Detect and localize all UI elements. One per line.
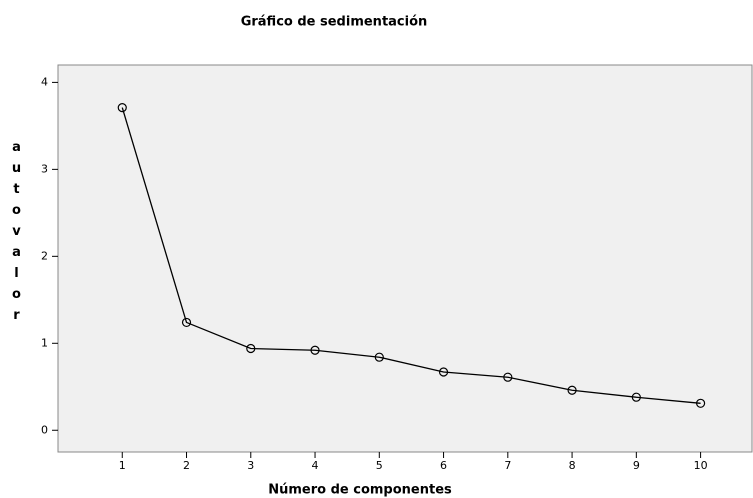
point [310, 345, 320, 355]
chart-title: Gráfico de sedimentación [241, 15, 428, 30]
y-tick-label: 2 [41, 249, 48, 262]
y-axis-label: autovalor [9, 140, 24, 329]
y-tick-label: 1 [41, 336, 48, 349]
x-tick-label: 5 [376, 459, 383, 472]
point [567, 385, 577, 395]
x-tick-label: 1 [119, 459, 126, 472]
y-tick-label: 3 [41, 162, 48, 175]
line [121, 107, 701, 404]
x-tick-label: 10 [694, 459, 708, 472]
y-tick-label: 0 [41, 423, 48, 436]
x-tick-label: 2 [183, 459, 190, 472]
x-tick-label: 6 [440, 459, 447, 472]
point [695, 398, 706, 408]
point [246, 343, 256, 354]
point [438, 367, 449, 377]
x-tick-label: 3 [247, 459, 254, 472]
plot-area [57, 64, 753, 453]
x-tick-label: 7 [504, 459, 511, 472]
point [117, 103, 127, 113]
point [631, 392, 641, 402]
x-tick-label: 8 [569, 459, 576, 472]
point [181, 317, 192, 328]
x-axis-label: Número de componentes [268, 483, 452, 498]
point [503, 372, 513, 382]
x-tick-label: 4 [312, 459, 319, 472]
x-tick-label: 9 [633, 459, 640, 472]
y-tick-label: 4 [41, 75, 48, 88]
point [374, 352, 384, 362]
